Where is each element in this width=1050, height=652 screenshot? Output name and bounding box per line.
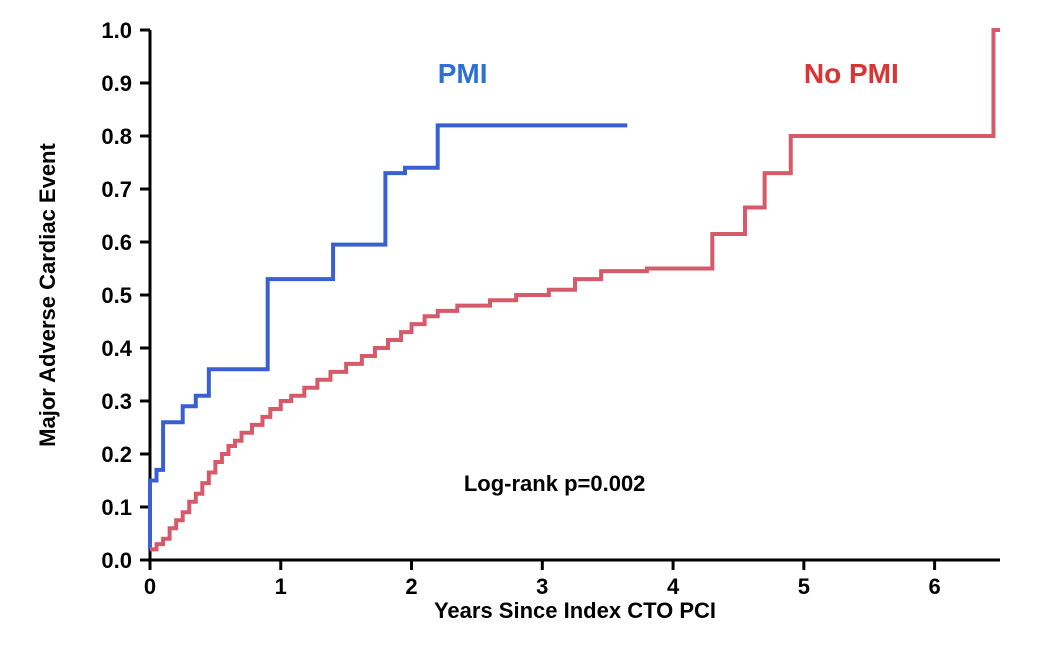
km-chart-svg: 0.0 0.1 0.2 0.3 0.4 0.5 0.6 0.7 0.8 0.9 1.0 0 1 2 3 4 5 6… [0,0,1050,652]
x-tick-label: 6 [928,574,940,599]
nopmi-label: No PMI [804,58,899,89]
x-tick-label: 5 [798,574,810,599]
y-tick-label: 0.9 [101,71,132,96]
x-axis-label: Years Since Index CTO PCI [434,598,716,623]
y-tick-label: 0.7 [101,177,132,202]
y-tick-label: 0.0 [101,548,132,573]
y-tick-label: 1.0 [101,18,132,43]
x-tick-label: 1 [275,574,287,599]
x-tick-label: 2 [405,574,417,599]
y-tick-label: 0.1 [101,495,132,520]
y-tick-label: 0.5 [101,283,132,308]
pmi-label: PMI [438,58,488,89]
x-tick-label: 0 [144,574,156,599]
logrank-text: Log-rank p=0.002 [464,471,646,496]
x-tick-label: 4 [667,574,680,599]
y-tick-label: 0.6 [101,230,132,255]
y-axis-label: Major Adverse Cardiac Event [35,143,60,447]
y-tick-label: 0.8 [101,124,132,149]
y-tick-label: 0.4 [101,336,132,361]
x-tick-label: 3 [536,574,548,599]
km-chart: 0.0 0.1 0.2 0.3 0.4 0.5 0.6 0.7 0.8 0.9 1.0 0 1 2 3 4 5 6… [0,0,1050,652]
y-tick-label: 0.2 [101,442,132,467]
y-tick-label: 0.3 [101,389,132,414]
